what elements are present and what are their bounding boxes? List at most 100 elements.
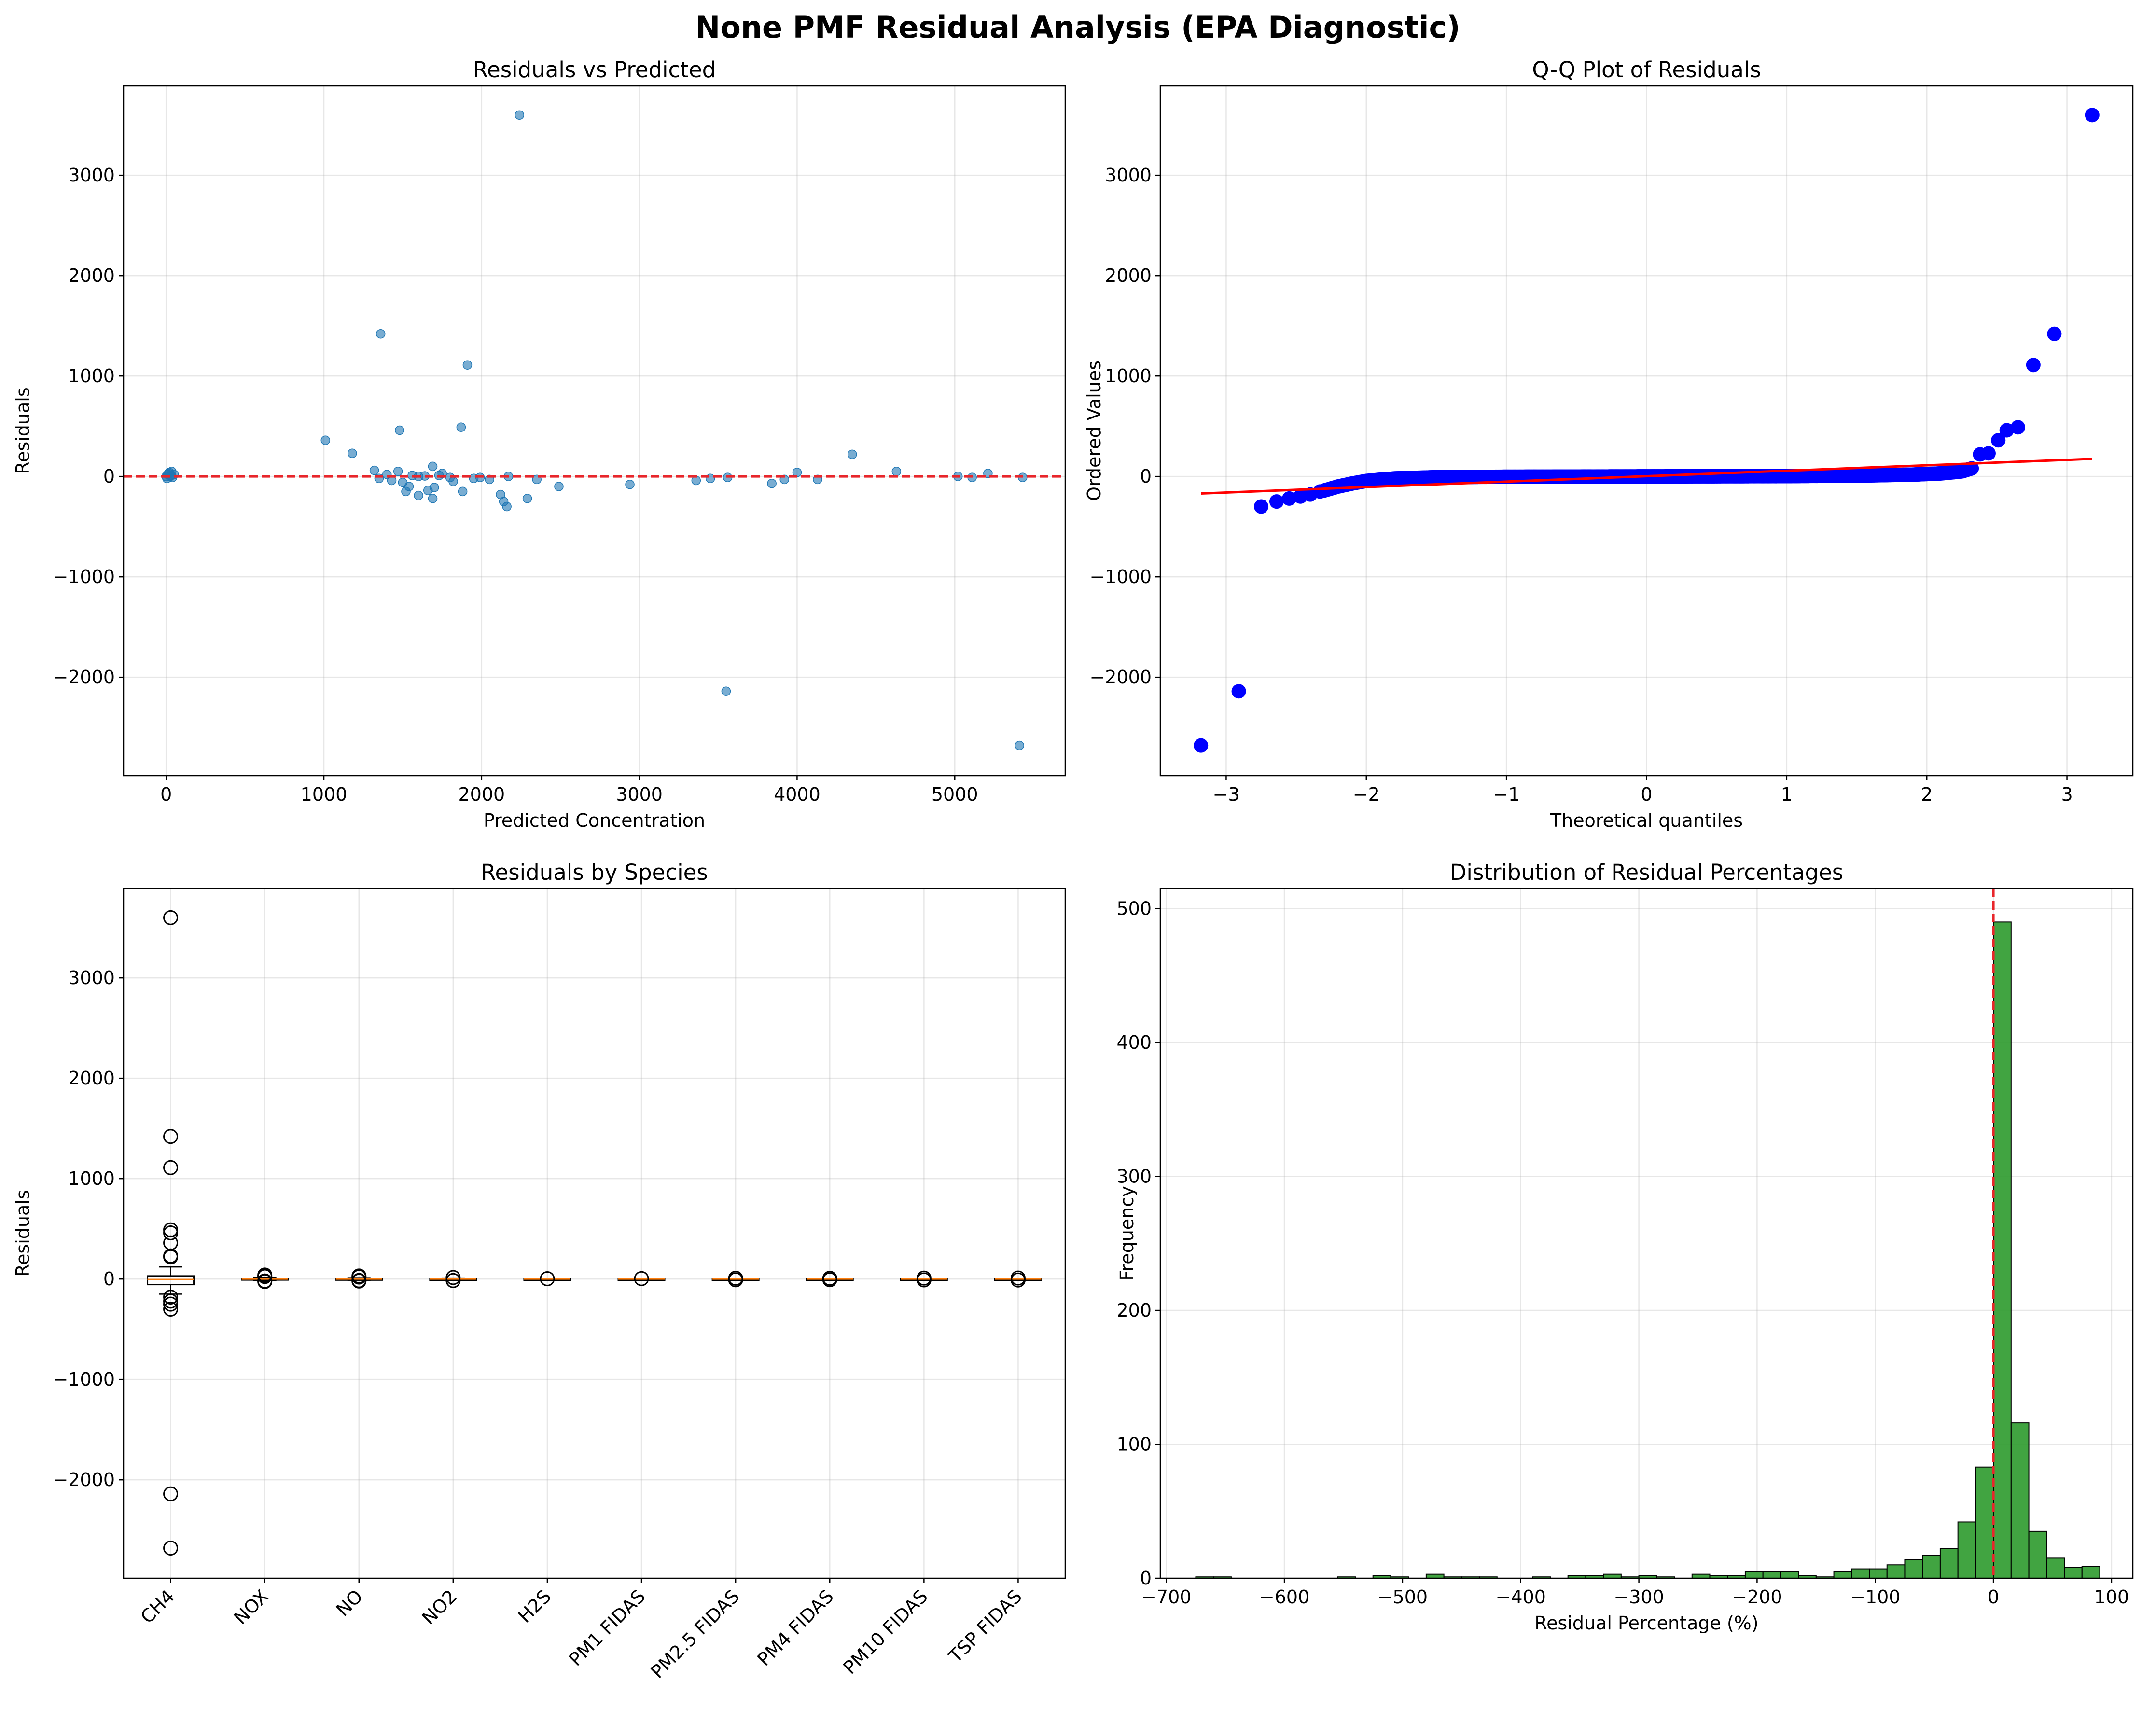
histogram-bar	[1957, 1521, 1976, 1579]
histogram-bar	[2046, 1557, 2065, 1579]
x-axis-label: Predicted Concentration	[484, 810, 705, 831]
outlier-point	[163, 1486, 179, 1501]
qq-point	[1254, 499, 1269, 514]
figure-title: None PMF Residual Analysis (EPA Diagnost…	[695, 10, 1460, 45]
outlier-point	[163, 1541, 179, 1556]
y-tick-label: −2000	[53, 1469, 115, 1490]
x-tick-label: −500	[1377, 1586, 1428, 1608]
scatter-point	[767, 478, 777, 488]
outlier-point	[163, 1249, 179, 1264]
outlier-point	[163, 1290, 179, 1305]
qq-fit-line	[1201, 458, 2092, 495]
scatter-point	[721, 686, 731, 696]
box-pm2-5-fidas	[711, 1270, 760, 1288]
subplot-title: Residuals vs Predicted	[473, 57, 716, 83]
box-ch4	[147, 910, 195, 1556]
y-tick-label: −1000	[53, 566, 115, 587]
y-tick-label: 3000	[68, 967, 115, 988]
x-tick-label: −400	[1496, 1586, 1546, 1608]
box-iqr	[147, 1275, 195, 1286]
x-tick-label: 2000	[458, 784, 505, 805]
scatter-point	[401, 486, 411, 497]
x-tick-label: −2	[1353, 784, 1380, 805]
x-axis-label: Residual Percentage (%)	[1534, 1612, 1758, 1634]
qq-point	[1312, 484, 1327, 499]
qq-point	[2010, 420, 2025, 435]
y-tick-label: 0	[103, 1268, 115, 1290]
y-tick-label: 1000	[1105, 365, 1152, 387]
scatter-point	[522, 494, 532, 503]
qq-point	[2085, 108, 2100, 123]
scatter-point	[848, 449, 857, 459]
scatter-point	[448, 476, 458, 486]
y-tick-label: −1000	[1089, 566, 1152, 587]
histogram-bar	[2081, 1566, 2100, 1579]
y-tick-label: 0	[1140, 466, 1152, 487]
outlier-point	[540, 1271, 555, 1287]
scatter-point	[395, 425, 404, 435]
scatter-point	[428, 494, 438, 503]
x-tick-label: 1	[1781, 784, 1793, 805]
qq-point	[1282, 491, 1297, 506]
y-tick-label: 2000	[68, 1068, 115, 1089]
box-h2s	[523, 1271, 571, 1287]
subplot-1: −2000 −1000 0 1000 2000 3000 0 1000 2000 3000 4000…	[12, 57, 1066, 831]
box-nox	[241, 1267, 289, 1289]
outlier-point	[163, 1296, 179, 1312]
scatter-point	[428, 461, 438, 472]
scatter-point	[456, 422, 466, 432]
x-tick-label: −3	[1212, 784, 1239, 805]
scatter-point	[515, 110, 525, 120]
x-tick-label: 4000	[774, 784, 821, 805]
scatter-point	[414, 490, 423, 500]
histogram-bar	[1744, 1571, 1764, 1579]
histogram-bar	[1939, 1548, 1959, 1579]
y-tick-label: 500	[1116, 898, 1152, 919]
outlier-point	[822, 1272, 837, 1288]
outlier-point	[728, 1272, 743, 1288]
qq-point	[1991, 433, 2006, 448]
histogram-bar	[1833, 1571, 1852, 1579]
outlier-point	[351, 1269, 367, 1285]
y-tick-label: 2000	[68, 265, 115, 286]
qq-point	[1231, 684, 1246, 699]
x-tick-label: 0	[1988, 1586, 1999, 1608]
histogram-bar	[1780, 1571, 1799, 1579]
scatter-point	[625, 480, 635, 489]
x-tick-label: 100	[2094, 1586, 2129, 1608]
axes-frame	[1159, 888, 2134, 1579]
y-axis-label: Ordered Values	[1084, 361, 1105, 501]
scatter-point	[554, 482, 564, 491]
x-tick-label: 1000	[301, 784, 348, 805]
x-tick-label: 3	[2061, 784, 2073, 805]
scatter-point	[891, 466, 902, 476]
histogram-bar	[2063, 1567, 2083, 1579]
y-tick-label: 100	[1116, 1434, 1152, 1455]
qq-point	[1269, 494, 1284, 509]
qq-point	[1194, 738, 1209, 753]
qq-point	[2047, 326, 2062, 341]
outlier-point	[163, 1160, 179, 1175]
scatter-point	[348, 448, 357, 459]
outlier-point	[1010, 1272, 1026, 1288]
box-no	[335, 1268, 383, 1289]
qq-point	[1981, 446, 1996, 461]
x-tick-label: −1	[1493, 784, 1520, 805]
scatter-point	[502, 501, 512, 512]
y-tick-label: 0	[1140, 1568, 1152, 1589]
histogram-bar	[1851, 1568, 1870, 1579]
subplot-2: −2000 −1000 0 1000 2000 3000 −3 −2 −1 0 1 2 3 Q-Q Plo…	[1084, 57, 2134, 831]
outlier-point	[257, 1269, 273, 1284]
box-no2	[429, 1270, 477, 1288]
x-tick-label: −600	[1259, 1586, 1309, 1608]
y-axis-label: Frequency	[1116, 1186, 1138, 1280]
subplot-4: 0 100 200 300 400 500 −700 −600 −500 −400 −300 −200…	[1116, 860, 2134, 1634]
y-tick-label: 0	[103, 466, 115, 487]
histogram-bar	[1904, 1559, 1923, 1579]
box-pm4-fidas	[806, 1271, 854, 1288]
y-tick-label: 400	[1116, 1032, 1152, 1053]
outlier-point	[163, 910, 179, 925]
subplot-title: Residuals by Species	[481, 860, 708, 885]
outlier-point	[445, 1273, 461, 1288]
